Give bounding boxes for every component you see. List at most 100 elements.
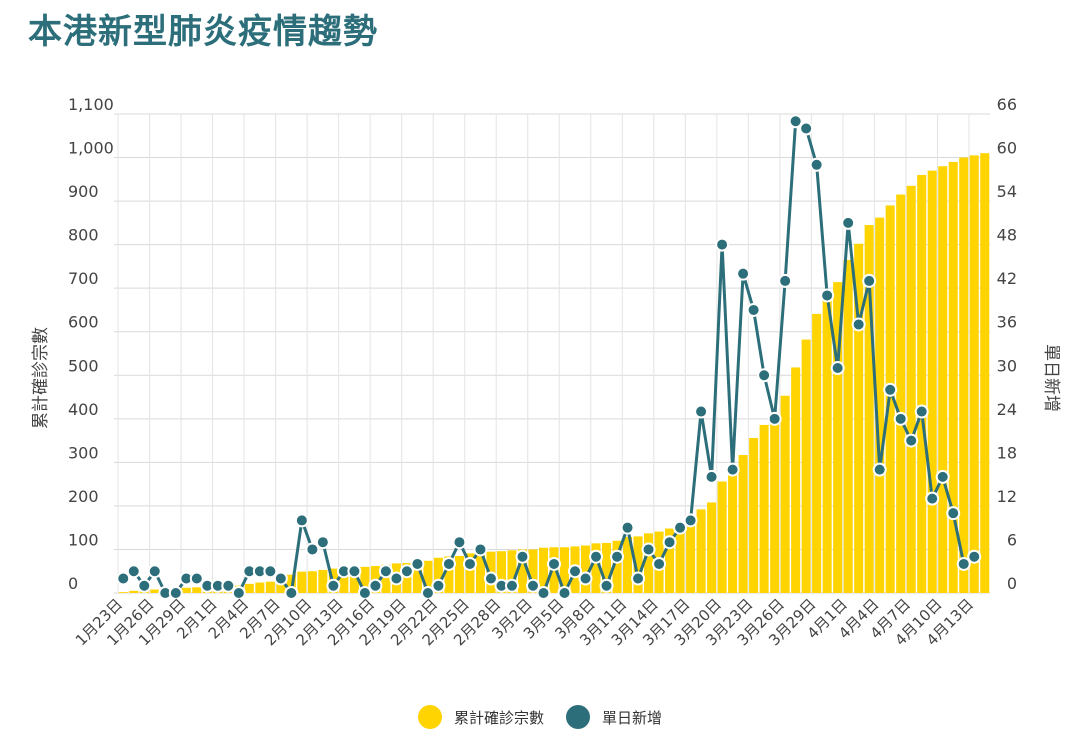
left-tick-label: 500 [68,356,99,375]
daily-point [315,535,330,550]
bar-cumulative [644,533,654,593]
daily-point [347,564,362,579]
bar-cumulative [633,536,643,593]
right-tick-label: 54 [997,182,1017,201]
right-tick-label: 24 [997,400,1017,419]
legend-item-cumulative: 累計確診宗數 [417,705,544,729]
daily-point [883,382,898,397]
right-axis-label: 單日新增 [1041,344,1061,412]
bar-cumulative [255,582,265,593]
bar-cumulative [581,545,591,593]
daily-point [589,549,604,564]
legend-item-daily: 單日新增 [566,705,662,729]
daily-point [452,535,467,550]
legend-label-cumulative: 累計確診宗數 [453,708,544,727]
left-axis-label: 累計確診宗數 [31,327,51,429]
left-tick-label: 900 [68,182,99,201]
left-tick-label: 200 [68,487,99,506]
bar-cumulative [980,153,990,593]
legend-swatch-daily [566,705,590,729]
daily-point [147,564,162,579]
bar-cumulative [780,395,790,593]
daily-point [862,273,877,288]
daily-point [189,571,204,586]
bar-cumulative [192,587,202,593]
bar-cumulative [150,589,160,593]
bar-cumulative [475,552,485,593]
bar-cumulative [791,367,801,593]
bar-cumulative [517,549,527,593]
daily-point [462,556,477,571]
bar-cumulative [927,170,937,594]
daily-point [704,469,719,484]
daily-point [389,571,404,586]
right-tick-label: 48 [997,226,1017,245]
bar-cumulative [770,414,780,593]
bar-cumulative [896,194,906,594]
left-tick-label: 1,000 [68,139,114,158]
daily-point [736,266,751,281]
daily-point [547,556,561,571]
left-tick-label: 800 [68,226,99,245]
bar-cumulative [381,564,391,593]
daily-point [851,317,866,332]
bar-cumulative [265,581,275,593]
daily-point [273,571,288,586]
daily-point [168,586,183,600]
daily-line [116,114,982,600]
daily-point [231,586,246,600]
bar-cumulative [665,528,675,593]
legend: 累計確診宗數 單日新增 [0,700,1080,734]
bar-cumulative [917,174,927,594]
bar-cumulative [854,243,864,594]
daily-point [767,411,782,426]
bar-cumulative [843,259,853,593]
bar-cumulative [454,555,464,593]
left-tick-label: 300 [68,443,99,462]
bar-cumulative [948,161,958,593]
daily-point [536,586,551,600]
daily-point [326,578,341,593]
daily-point [967,549,982,564]
daily-point [420,586,435,600]
bar-cumulative [423,560,433,593]
bar-cumulative [559,547,570,593]
daily-point [116,571,131,586]
bar-cumulative [696,509,706,593]
bar-cumulative [749,437,759,593]
cumulative-bars [118,153,990,594]
bar-cumulative [181,587,191,593]
bar-cumulative [675,524,685,593]
bar-cumulative [360,566,370,593]
bar-cumulative [538,547,549,593]
daily-point [778,273,793,288]
x-axis-ticks: 1月23日1月26日1月29日2月1日2月4日2月7日2月10日2月13日2月1… [72,595,977,649]
page-title: 本港新型肺炎疫情趨勢 [28,12,378,52]
bar-cumulative [591,543,601,593]
daily-point [715,237,730,252]
bar-cumulative [959,157,969,593]
daily-point [694,404,709,419]
daily-point [914,404,929,419]
daily-point [652,556,667,571]
daily-point [683,513,698,528]
daily-point [599,578,614,593]
bar-cumulative [602,542,612,593]
left-tick-label: 400 [68,400,99,419]
bar-cumulative [412,562,422,593]
daily-point [284,586,299,600]
daily-point [662,535,677,550]
bar-cumulative [833,282,843,593]
bar-cumulative [717,481,727,593]
legend-label-daily: 單日新增 [602,708,663,727]
daily-point [956,556,971,571]
daily-point [399,564,414,579]
bar-cumulative [349,568,359,593]
bar-cumulative [433,557,443,593]
daily-point [578,571,593,586]
bar-cumulative [465,553,475,593]
daily-point [788,114,803,129]
daily-point [473,542,488,557]
bar-cumulative [528,549,538,593]
daily-point [410,556,425,571]
